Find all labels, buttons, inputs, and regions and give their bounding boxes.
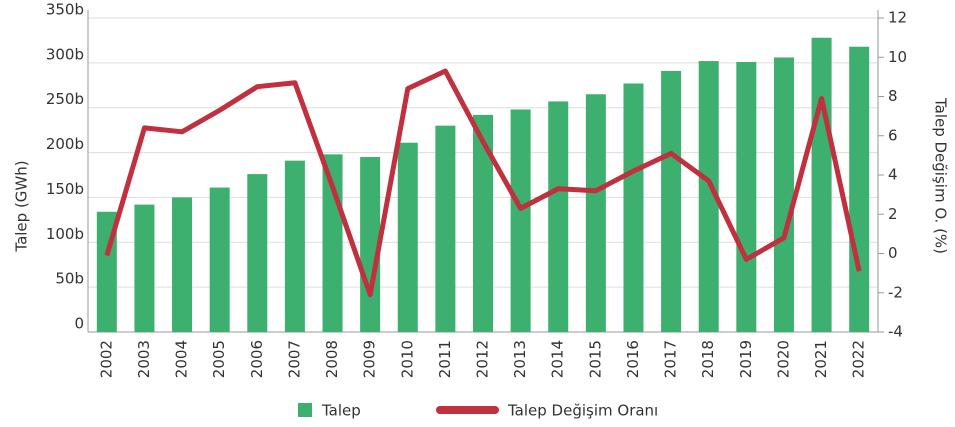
bar [849,46,870,333]
y2-tick-label: 6 [888,126,898,144]
x-tick-label: 2011 [436,340,454,378]
x-tick-label: 2009 [361,340,379,378]
bar [209,187,230,332]
bar [811,37,832,332]
x-tick-label: 2022 [850,340,868,378]
y-tick-label: 300b [46,45,84,63]
bar [435,125,456,333]
bar [773,57,794,333]
y-axis-label: Talep (GWh) [13,160,31,252]
line [104,68,862,298]
y2-tick-label: 0 [888,244,898,262]
bar [134,204,155,332]
x-tick-label: 2020 [774,340,792,378]
bar [284,160,305,332]
bar [510,109,531,332]
bar [661,70,682,332]
y-tick-label: 50b [55,270,84,288]
y-tick-label: 350b [46,1,84,19]
y2-tick-label: 2 [888,205,898,223]
y2-tick-label: 8 [888,87,898,105]
x-tick-label: 2006 [248,340,266,378]
y2-tick-label: -2 [888,283,903,301]
x-tick-label: 2005 [210,340,228,378]
bar [360,157,381,332]
y2-tick-label: 12 [888,9,907,27]
bar [736,61,757,333]
x-tick-label: 2018 [699,340,717,378]
y2-tick-label: 10 [888,48,907,66]
y-tick-label: 200b [46,135,84,153]
y-tick-label: 250b [46,90,84,108]
x-tick-label: 2012 [474,340,492,378]
y-tick-label: 0 [74,315,84,333]
x-tick-label: 2002 [97,340,115,378]
x-tick-label: 2014 [549,340,567,378]
legend-swatch [298,403,312,417]
y-tick-label: 150b [46,180,84,198]
x-tick-label: 2003 [135,340,153,378]
x-tick-label: 2010 [398,340,416,378]
bar [698,61,719,332]
legend-label: Talep [321,402,361,420]
x-tick-label: 2021 [812,340,830,378]
y2-tick-label: 4 [888,166,898,184]
x-tick-label: 2016 [624,340,642,378]
x-tick-label: 2007 [285,340,303,378]
x-tick-label: 2019 [737,340,755,378]
bar [473,114,493,333]
x-tick-label: 2013 [511,340,529,378]
bar [397,142,418,332]
y-tick-label: 100b [46,225,84,243]
bar [172,197,193,332]
x-tick-label: 2015 [586,340,604,378]
bar [585,94,606,332]
bar [623,83,644,333]
y2-axis-label: Talep Değişim O. (%) [932,97,950,254]
y2-tick-label: -4 [888,323,903,341]
x-tick-label: 2008 [323,340,341,378]
legend-label: Talep Değişim Oranı [507,402,658,420]
bar [548,101,569,332]
bar [247,174,268,332]
x-tick-label: 2004 [173,340,191,378]
x-tick-label: 2017 [662,340,680,378]
